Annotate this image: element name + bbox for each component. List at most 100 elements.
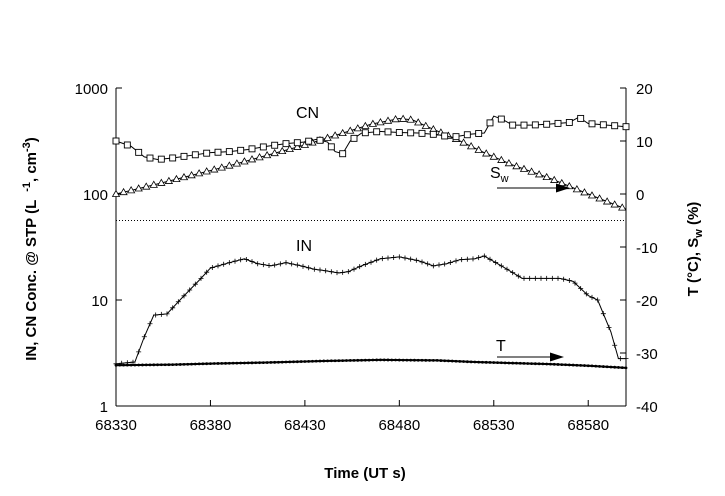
marker-t-86 <box>439 359 443 362</box>
right-tick-label-6: -40 <box>636 399 658 416</box>
marker-t-88 <box>447 359 450 363</box>
marker-t-100 <box>492 361 496 364</box>
marker-t-48 <box>295 360 299 364</box>
marker-t-14 <box>167 363 171 367</box>
marker-in-67 <box>493 260 499 266</box>
marker-t-45 <box>284 360 288 364</box>
marker-in-62 <box>464 256 470 262</box>
marker-in-26 <box>260 262 266 268</box>
cn-label: CN <box>296 105 319 122</box>
marker-t-106 <box>515 361 518 365</box>
marker-cn-9 <box>179 172 189 181</box>
marker-t-63 <box>352 358 356 362</box>
marker-t-30 <box>227 361 231 365</box>
marker-cn-11 <box>194 169 204 177</box>
marker-t-96 <box>477 360 481 364</box>
marker-t-49 <box>299 360 303 363</box>
marker-sw-20 <box>339 150 347 158</box>
marker-t-92 <box>462 360 465 363</box>
marker-t-116 <box>552 362 556 366</box>
sw-label: Sw <box>490 165 509 185</box>
marker-t-98 <box>484 360 488 364</box>
marker-sw-29 <box>441 132 449 140</box>
marker-t-53 <box>314 359 318 363</box>
left-y-axis-ticks: 1 10 100 1000 <box>75 81 122 416</box>
marker-t-73 <box>390 358 394 362</box>
marker-in-44 <box>362 261 368 267</box>
marker-t-28 <box>220 361 224 365</box>
marker-in-7 <box>153 312 159 318</box>
marker-cn-63 <box>587 191 597 199</box>
marker-t-13 <box>163 363 167 367</box>
marker-in-57 <box>436 262 442 268</box>
marker-t-72 <box>386 358 390 362</box>
marker-cn-7 <box>164 176 174 184</box>
marker-in-63 <box>470 256 476 262</box>
marker-t-3 <box>125 363 129 367</box>
marker-sw-1 <box>123 141 131 149</box>
marker-t-134 <box>620 366 624 370</box>
marker-t-129 <box>601 365 605 368</box>
marker-t-22 <box>197 362 201 366</box>
marker-t-52 <box>311 359 314 363</box>
marker-cn-66 <box>610 200 619 208</box>
marker-sw-38 <box>543 120 551 128</box>
marker-t-85 <box>435 359 439 362</box>
marker-t-122 <box>575 363 579 367</box>
marker-in-17 <box>209 265 215 271</box>
marker-t-68 <box>371 358 375 362</box>
marker-sw-7 <box>191 151 199 159</box>
marker-t-26 <box>212 362 216 365</box>
marker-t-79 <box>413 358 416 362</box>
marker-t-36 <box>250 361 254 365</box>
marker-in-41 <box>345 269 351 275</box>
marker-t-83 <box>428 358 431 362</box>
marker-in-37 <box>323 268 329 274</box>
marker-t-115 <box>549 362 552 366</box>
marker-sw-15 <box>282 140 290 148</box>
marker-t-6 <box>137 363 141 367</box>
marker-in-45 <box>368 259 374 265</box>
marker-t-39 <box>261 361 265 365</box>
marker-t-29 <box>224 361 227 365</box>
marker-t-12 <box>159 363 163 367</box>
marker-t-10 <box>152 363 156 367</box>
sw-label-main: S <box>490 165 501 182</box>
marker-in-31 <box>289 261 295 267</box>
marker-in-28 <box>272 262 278 268</box>
marker-in-65 <box>481 253 487 259</box>
marker-cn-57 <box>542 172 551 181</box>
series-cn <box>111 114 627 211</box>
marker-in-90 <box>623 356 629 362</box>
marker-cn-36 <box>383 116 393 124</box>
marker-sw-39 <box>554 119 562 127</box>
marker-t-74 <box>394 358 397 362</box>
marker-t-60 <box>341 359 345 362</box>
marker-t-128 <box>598 364 601 368</box>
marker-sw-5 <box>169 154 177 162</box>
marker-in-79 <box>561 276 567 282</box>
marker-t-5 <box>133 363 137 367</box>
marker-in-74 <box>532 275 538 281</box>
marker-in-21 <box>232 258 238 264</box>
marker-t-132 <box>613 365 617 369</box>
marker-in-34 <box>306 265 312 271</box>
marker-sw-44 <box>611 122 619 130</box>
marker-t-55 <box>322 359 326 363</box>
marker-in-39 <box>334 270 340 276</box>
marker-in-3 <box>130 359 136 365</box>
marker-t-70 <box>379 358 382 362</box>
x-tick-label-3: 68480 <box>378 417 420 434</box>
marker-in-12 <box>181 293 187 299</box>
marker-sw-24 <box>384 128 392 136</box>
marker-t-4 <box>129 363 133 367</box>
marker-t-101 <box>496 361 499 365</box>
marker-in-75 <box>538 275 544 281</box>
marker-t-59 <box>337 359 341 363</box>
right-y-axis-ticks: 20 10 0 -10 -20 -30 -40 <box>620 81 658 416</box>
series-t <box>114 358 628 370</box>
marker-cn-3 <box>134 184 143 192</box>
marker-t-66 <box>363 358 367 362</box>
marker-cn-6 <box>157 178 166 186</box>
marker-in-61 <box>459 257 465 263</box>
